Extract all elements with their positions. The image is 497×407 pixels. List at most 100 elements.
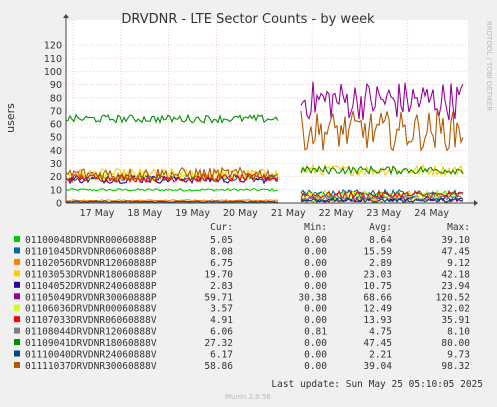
y-tick-label: 20 bbox=[50, 172, 62, 183]
legend-swatch bbox=[14, 316, 20, 323]
legend-value: 42.18 bbox=[441, 269, 470, 280]
x-tick-label: 21 May bbox=[271, 208, 306, 219]
x-tick-label: 20 May bbox=[223, 208, 258, 219]
legend-series-name: 01101045DRVDNR06060888P bbox=[25, 246, 157, 257]
series-line bbox=[66, 113, 464, 176]
x-tick-label: 17 May bbox=[80, 208, 115, 219]
legend-swatch bbox=[14, 258, 20, 265]
legend-swatch bbox=[14, 304, 20, 311]
legend-value: 0.00 bbox=[304, 338, 327, 349]
series-lines bbox=[65, 81, 464, 204]
legend-swatch bbox=[14, 350, 20, 357]
legend-swatch bbox=[14, 236, 20, 242]
legend-value: 0.00 bbox=[304, 350, 327, 361]
legend-series-name: 01105049DRVDNR30060888P bbox=[25, 292, 157, 303]
legend-series-name: 01110040DRVDNR24060888V bbox=[25, 350, 157, 361]
legend-value: 6.17 bbox=[210, 350, 233, 361]
legend-value: 0.00 bbox=[304, 258, 327, 269]
series-line bbox=[65, 197, 464, 204]
legend-series-name: 01103053DRVDNR18060888P bbox=[25, 269, 157, 280]
legend-value: 2.89 bbox=[369, 258, 392, 269]
y-axis-label: users bbox=[4, 103, 17, 133]
legend-value: 4.75 bbox=[369, 327, 392, 338]
legend-swatch bbox=[14, 281, 20, 288]
legend-value: 9.12 bbox=[447, 258, 470, 269]
y-tick-label: 60 bbox=[50, 120, 62, 131]
legend-series-name: 01111037DRVDNR30060888V bbox=[25, 361, 157, 372]
y-tick-label: 70 bbox=[50, 106, 62, 117]
legend-series-name: 01100048DRVDNR00060888P bbox=[25, 235, 157, 246]
legend-value: 2.21 bbox=[369, 350, 392, 361]
legend-value: 32.02 bbox=[441, 304, 470, 315]
legend-value: 23.94 bbox=[441, 281, 470, 292]
legend-value: 8.08 bbox=[210, 246, 233, 257]
y-axis-arrow bbox=[63, 14, 69, 18]
series-line bbox=[65, 172, 464, 201]
legend-swatch bbox=[14, 270, 20, 277]
legend-swatch bbox=[14, 327, 20, 334]
legend-value: 59.71 bbox=[204, 292, 233, 303]
y-tick-label: 10 bbox=[50, 185, 62, 196]
legend-series-name: 01102056DRVDNR12060888P bbox=[25, 258, 157, 269]
series-line bbox=[65, 110, 464, 182]
last-update: Last update: Sun May 25 05:10:05 2025 bbox=[271, 379, 483, 390]
y-tick-label: 100 bbox=[44, 67, 62, 78]
legend-header: Avg: bbox=[369, 222, 392, 233]
legend-swatch bbox=[14, 361, 20, 368]
y-tick-label: 120 bbox=[44, 41, 62, 52]
legend-value: 2.83 bbox=[210, 281, 233, 292]
legend-value: 12.49 bbox=[363, 304, 392, 315]
legend-header: Min: bbox=[304, 222, 327, 233]
legend-series-name: 01106036DRVDNR00060888V bbox=[25, 304, 157, 315]
legend-value: 39.10 bbox=[441, 235, 470, 246]
legend-value: 0.00 bbox=[304, 246, 327, 257]
legend-swatch bbox=[14, 293, 20, 300]
x-tick-label: 23 May bbox=[366, 208, 401, 219]
legend-swatch bbox=[14, 247, 20, 254]
legend-value: 9.73 bbox=[447, 350, 470, 361]
legend-value: 13.93 bbox=[363, 315, 392, 326]
legend-value: 6.06 bbox=[210, 327, 233, 338]
legend-value: 35.91 bbox=[441, 315, 470, 326]
legend-value: 47.45 bbox=[363, 338, 392, 349]
y-tick-label: 40 bbox=[50, 146, 62, 157]
legend-series-name: 01104052DRVDNR24060888P bbox=[25, 281, 157, 292]
legend-value: 4.91 bbox=[210, 315, 233, 326]
y-tick-label: 90 bbox=[50, 80, 62, 91]
legend-series-name: 01107033DRVDNR06060888V bbox=[25, 315, 157, 326]
legend-value: 27.32 bbox=[204, 338, 233, 349]
legend-value: 0.00 bbox=[304, 235, 327, 246]
y-tick-label: 80 bbox=[50, 93, 62, 104]
legend-value: 30.38 bbox=[298, 292, 327, 303]
legend-value: 0.00 bbox=[304, 361, 327, 372]
legend-value: 23.03 bbox=[363, 269, 392, 280]
legend-value: 0.00 bbox=[304, 304, 327, 315]
y-tick-label: 50 bbox=[50, 133, 62, 144]
legend-value: 68.66 bbox=[363, 292, 392, 303]
legend-value: 6.75 bbox=[210, 258, 233, 269]
legend-value: 98.32 bbox=[441, 361, 470, 372]
series-line bbox=[300, 81, 464, 121]
rrdtool-credit: RRDTOOL / TOBI OETIKER bbox=[485, 21, 493, 111]
x-tick-label: 24 May bbox=[414, 208, 449, 219]
y-tick-label: 110 bbox=[44, 54, 62, 65]
x-tick-label: 22 May bbox=[319, 208, 354, 219]
legend-value: 58.86 bbox=[204, 361, 233, 372]
legend-value: 5.05 bbox=[210, 235, 233, 246]
munin-footer: Munin 2.0.56 bbox=[225, 393, 271, 401]
legend-value: 10.75 bbox=[363, 281, 392, 292]
legend-swatch bbox=[14, 339, 20, 346]
legend-value: 19.70 bbox=[204, 269, 233, 280]
x-axis-arrow bbox=[474, 200, 478, 206]
y-tick-label: 30 bbox=[50, 159, 62, 170]
x-tick-label: 18 May bbox=[127, 208, 162, 219]
legend-header: Cur: bbox=[210, 222, 233, 233]
chart-title: DRVDNR - LTE Sector Counts - by week bbox=[121, 12, 375, 27]
legend-value: 0.00 bbox=[304, 315, 327, 326]
legend-value: 39.04 bbox=[363, 361, 392, 372]
legend-value: 15.59 bbox=[363, 246, 392, 257]
x-tick-label: 19 May bbox=[175, 208, 210, 219]
legend-value: 120.52 bbox=[436, 292, 470, 303]
legend-header: Max: bbox=[447, 222, 470, 233]
